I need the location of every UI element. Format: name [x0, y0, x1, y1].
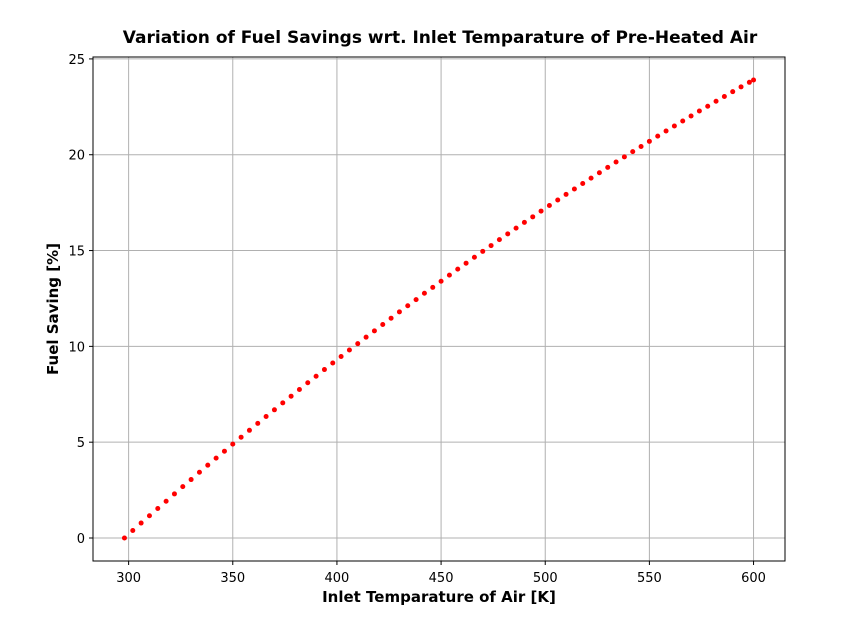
point	[471, 254, 477, 260]
point	[146, 513, 152, 519]
point	[305, 380, 311, 386]
point	[271, 407, 277, 413]
x-tick-label: 450	[429, 571, 454, 586]
point	[638, 143, 644, 149]
point	[705, 103, 711, 109]
point	[346, 347, 352, 353]
y-tick-label: 25	[68, 53, 85, 68]
x-tick-label: 350	[220, 571, 245, 586]
point	[671, 123, 677, 129]
point	[630, 149, 636, 155]
point	[746, 79, 752, 85]
x-tick-label: 550	[637, 571, 662, 586]
point	[646, 138, 652, 144]
point	[163, 498, 169, 504]
point	[421, 290, 427, 296]
point	[213, 455, 219, 461]
point	[488, 243, 494, 249]
chart-title: Variation of Fuel Savings wrt. Inlet Tem…	[123, 28, 758, 48]
y-tick-label: 5	[77, 436, 85, 451]
point	[713, 98, 719, 104]
x-tick-label: 600	[741, 571, 766, 586]
point	[246, 427, 252, 433]
point	[238, 434, 244, 440]
point	[171, 491, 177, 497]
point	[513, 225, 519, 231]
point	[321, 367, 327, 373]
point	[521, 219, 527, 225]
y-tick-label: 20	[68, 149, 85, 164]
point	[538, 208, 544, 214]
x-tick-label: 500	[533, 571, 558, 586]
y-axis-label: Fuel Saving [%]	[44, 243, 62, 375]
plot-frame	[92, 56, 786, 562]
point	[221, 448, 227, 454]
point	[738, 84, 744, 90]
point	[205, 462, 211, 468]
point	[621, 154, 627, 160]
point	[388, 315, 394, 321]
point	[596, 170, 602, 176]
point	[380, 322, 386, 328]
point	[438, 278, 444, 284]
point	[413, 297, 419, 303]
point	[180, 484, 186, 490]
point	[430, 284, 436, 290]
point	[230, 441, 236, 447]
point	[330, 360, 336, 366]
point	[355, 341, 361, 347]
y-tick-label: 15	[68, 245, 85, 260]
point	[563, 191, 569, 197]
x-tick-label: 300	[116, 571, 141, 586]
point	[605, 164, 611, 170]
point	[288, 393, 294, 399]
point	[546, 203, 552, 209]
point	[580, 180, 586, 186]
point	[505, 231, 511, 237]
point	[263, 414, 269, 420]
point	[571, 186, 577, 192]
point	[496, 237, 502, 243]
point	[280, 400, 286, 406]
point	[155, 505, 161, 511]
point	[680, 118, 686, 124]
y-tick-label: 10	[68, 340, 85, 355]
point	[338, 354, 344, 360]
point	[130, 528, 136, 534]
point	[188, 477, 194, 483]
point	[555, 197, 561, 203]
point	[371, 328, 377, 334]
point	[663, 128, 669, 134]
point	[446, 272, 452, 278]
point	[613, 159, 619, 165]
point	[121, 535, 127, 541]
point	[455, 266, 461, 272]
point	[313, 373, 319, 379]
point	[655, 133, 661, 139]
point	[530, 214, 536, 220]
point	[296, 386, 302, 392]
x-tick-label: 400	[325, 571, 350, 586]
point	[255, 420, 261, 426]
point	[688, 113, 694, 119]
point	[196, 469, 202, 475]
point	[138, 520, 144, 526]
x-axis-label: Inlet Temparature of Air [K]	[322, 588, 556, 606]
point	[405, 303, 411, 309]
point	[721, 93, 727, 99]
point	[751, 77, 757, 83]
point	[588, 175, 594, 181]
point	[396, 309, 402, 315]
point	[480, 248, 486, 254]
point	[730, 89, 736, 95]
point	[696, 108, 702, 114]
y-tick-label: 0	[77, 532, 85, 547]
point	[363, 334, 369, 340]
point	[463, 260, 469, 266]
